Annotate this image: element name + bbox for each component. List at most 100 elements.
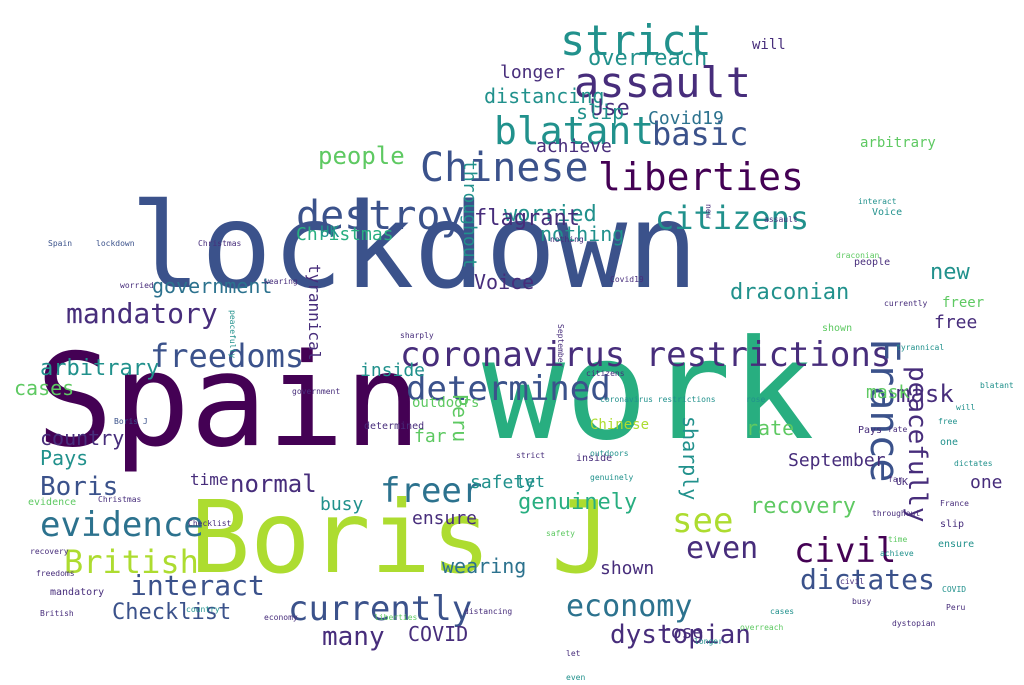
cloud-word: evidence: [28, 497, 77, 508]
cloud-word: safety: [546, 529, 575, 538]
cloud-word: determined: [406, 369, 611, 409]
cloud-word: nothing: [550, 235, 584, 244]
cloud-word: outdoors: [412, 395, 480, 411]
cloud-word: recovery: [30, 547, 69, 556]
cloud-word: citizens: [655, 199, 810, 237]
cloud-word: will: [752, 37, 786, 53]
cloud-word: sharply: [678, 416, 702, 501]
cloud-word: strict: [516, 451, 545, 460]
cloud-word: Voice: [872, 207, 903, 218]
cloud-word: longer: [694, 637, 723, 646]
cloud-word: Checklist: [112, 600, 232, 625]
cloud-word: dystopian: [610, 620, 751, 650]
cloud-word: tyrannical: [305, 264, 324, 361]
cloud-word: dictates: [800, 563, 935, 596]
cloud-word: far: [888, 475, 903, 484]
cloud-word: worried: [504, 202, 597, 227]
cloud-word: tyrannical: [896, 343, 945, 352]
cloud-word: let: [516, 472, 545, 491]
cloud-word: Pays: [40, 446, 89, 470]
cloud-word: lockdown: [96, 239, 135, 248]
cloud-word: far: [414, 426, 447, 447]
cloud-word: destroy: [296, 193, 465, 239]
cloud-word: Peru: [946, 603, 966, 612]
cloud-word: cases: [14, 376, 75, 400]
cloud-word: liberties: [374, 613, 418, 622]
cloud-word: basic: [652, 115, 749, 153]
cloud-word: ensure: [412, 508, 478, 529]
cloud-word: September: [788, 450, 886, 471]
cloud-word: interact: [130, 569, 265, 602]
cloud-word: mandatory: [66, 297, 218, 330]
cloud-word: September: [556, 324, 565, 368]
cloud-word: time: [190, 470, 229, 489]
cloud-word: British: [64, 543, 199, 581]
cloud-word: safety: [470, 472, 536, 493]
cloud-word: even: [686, 531, 759, 566]
cloud-word: genuinely: [590, 473, 634, 482]
cloud-word: civil: [794, 531, 897, 571]
cloud-word: rate: [888, 425, 908, 434]
cloud-word: Spain: [36, 327, 422, 476]
cloud-word: new: [704, 204, 713, 219]
cloud-word: coronavirus restrictions: [600, 395, 716, 404]
cloud-word: Chinese: [420, 145, 589, 191]
cloud-word: free: [934, 312, 978, 333]
cloud-word: outdoors: [590, 449, 629, 458]
cloud-word: Christmas: [198, 239, 242, 248]
cloud-word: draconian: [730, 280, 850, 305]
cloud-word: let: [566, 649, 581, 658]
cloud-word: slip: [940, 519, 965, 530]
cloud-word: France: [940, 499, 969, 508]
cloud-word: time: [888, 535, 908, 544]
cloud-word: British: [40, 609, 74, 618]
cloud-word: Chinese: [590, 417, 650, 433]
cloud-word: evidence: [40, 505, 204, 545]
cloud-word: distancing: [464, 607, 513, 616]
cloud-word: Pays: [858, 425, 883, 436]
cloud-word: mandatory: [50, 587, 105, 598]
cloud-word: Christmas: [296, 224, 394, 245]
cloud-word: interact: [858, 197, 897, 206]
cloud-word: shown: [600, 558, 655, 579]
cloud-word: arbitrary: [860, 135, 936, 151]
cloud-word: normal: [230, 470, 317, 498]
cloud-word: freedoms: [36, 569, 75, 578]
cloud-word: inside: [360, 360, 426, 381]
cloud-word: rose: [746, 395, 766, 404]
cloud-word: arbitrary: [40, 356, 160, 381]
cloud-word: COVID: [408, 622, 469, 646]
cloud-word: slip: [576, 100, 625, 124]
cloud-word: Christmas: [98, 495, 142, 504]
cloud-word: genuinely: [518, 490, 638, 515]
cloud-word: dystopian: [892, 619, 936, 628]
cloud-word: achieve: [536, 136, 612, 157]
cloud-word: freer: [942, 295, 985, 311]
cloud-word: Covid19: [610, 275, 644, 284]
cloud-word: sharply: [400, 331, 434, 340]
cloud-word: draconian: [836, 251, 880, 260]
cloud-word: assault: [764, 215, 798, 224]
cloud-word: COVID: [942, 585, 967, 594]
cloud-word: Boris J: [190, 479, 612, 596]
cloud-word: freer: [380, 471, 483, 511]
cloud-word: ensure: [938, 539, 975, 550]
cloud-word: busy: [852, 597, 872, 606]
cloud-word: cases: [770, 607, 795, 616]
cloud-word: people: [854, 257, 891, 268]
cloud-word: assault: [574, 58, 752, 107]
cloud-word: blatant: [494, 109, 655, 153]
cloud-word: shown: [822, 323, 853, 334]
cloud-word: mask: [866, 382, 910, 403]
cloud-word: blatant: [980, 381, 1014, 390]
cloud-word: country: [186, 605, 220, 614]
cloud-word: achieve: [880, 549, 914, 558]
cloud-word: liberties: [598, 155, 804, 199]
cloud-word: dictates: [954, 459, 993, 468]
cloud-word: mask: [896, 380, 954, 408]
cloud-word: lockdown: [130, 177, 699, 315]
cloud-word: nothing: [540, 222, 625, 246]
cloud-word: Voice: [474, 270, 535, 294]
cloud-word: UK: [320, 222, 340, 241]
